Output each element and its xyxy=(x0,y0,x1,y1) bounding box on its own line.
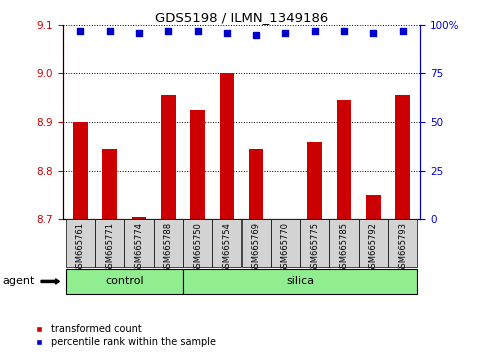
Bar xyxy=(66,269,183,294)
Bar xyxy=(220,73,234,219)
Bar xyxy=(249,149,263,219)
Bar xyxy=(154,219,183,267)
Text: GSM665788: GSM665788 xyxy=(164,222,173,273)
Text: GSM665785: GSM665785 xyxy=(340,222,349,273)
Text: GSM665769: GSM665769 xyxy=(252,222,261,273)
Bar xyxy=(183,269,417,294)
Point xyxy=(135,30,143,35)
Bar xyxy=(183,219,212,267)
Point xyxy=(194,28,201,33)
Point xyxy=(369,30,377,35)
Text: GSM665793: GSM665793 xyxy=(398,222,407,273)
Bar xyxy=(271,219,300,267)
Bar xyxy=(73,122,88,219)
Bar xyxy=(329,219,359,267)
Text: GSM665754: GSM665754 xyxy=(222,222,231,273)
Bar xyxy=(307,142,322,219)
Point xyxy=(252,32,260,37)
Point xyxy=(76,28,84,33)
Title: GDS5198 / ILMN_1349186: GDS5198 / ILMN_1349186 xyxy=(155,11,328,24)
Text: GSM665775: GSM665775 xyxy=(310,222,319,273)
Point xyxy=(223,30,231,35)
Point xyxy=(106,28,114,33)
Bar xyxy=(300,219,329,267)
Text: GSM665761: GSM665761 xyxy=(76,222,85,273)
Point xyxy=(399,28,407,33)
Bar xyxy=(359,219,388,267)
Bar xyxy=(161,95,176,219)
Text: GSM665771: GSM665771 xyxy=(105,222,114,273)
Point xyxy=(164,28,172,33)
Bar xyxy=(95,219,124,267)
Bar xyxy=(66,219,95,267)
Bar xyxy=(337,100,351,219)
Bar xyxy=(395,95,410,219)
Point xyxy=(282,30,289,35)
Text: silica: silica xyxy=(286,276,314,286)
Text: agent: agent xyxy=(2,276,35,286)
Text: GSM665770: GSM665770 xyxy=(281,222,290,273)
Bar xyxy=(190,110,205,219)
Text: control: control xyxy=(105,276,143,286)
Text: GSM665792: GSM665792 xyxy=(369,222,378,273)
Point xyxy=(340,28,348,33)
Text: GSM665774: GSM665774 xyxy=(134,222,143,273)
Bar xyxy=(388,219,417,267)
Bar xyxy=(212,219,242,267)
Bar xyxy=(102,149,117,219)
Text: GSM665750: GSM665750 xyxy=(193,222,202,273)
Bar xyxy=(366,195,381,219)
Legend: transformed count, percentile rank within the sample: transformed count, percentile rank withi… xyxy=(34,325,216,347)
Bar xyxy=(132,217,146,219)
Bar xyxy=(124,219,154,267)
Point xyxy=(311,28,319,33)
Bar xyxy=(242,219,271,267)
